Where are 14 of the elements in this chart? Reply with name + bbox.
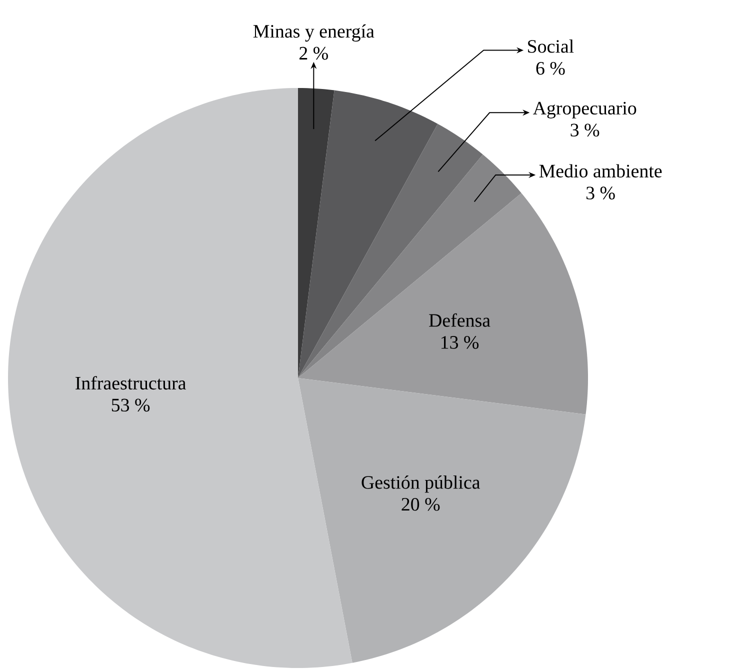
data-label: 53 % — [112, 398, 150, 412]
slice-label: Medio ambiente — [539, 164, 662, 178]
slice-label: Gestión pública — [362, 475, 480, 493]
slice-label: Defensa — [429, 313, 490, 327]
data-label: 3 % — [570, 124, 600, 137]
data-label: 13 % — [441, 336, 479, 349]
data-label: 6 % — [536, 62, 565, 75]
slice-label: Agropecuario — [532, 102, 636, 118]
slice-label: Social — [528, 39, 574, 53]
data-label: 20 % — [402, 498, 440, 511]
data-label: 2 % — [300, 46, 328, 60]
data-label: 3 % — [586, 186, 615, 200]
slice-label: Minas y energía — [253, 24, 374, 42]
slice-label: Infraestructura — [76, 376, 186, 390]
